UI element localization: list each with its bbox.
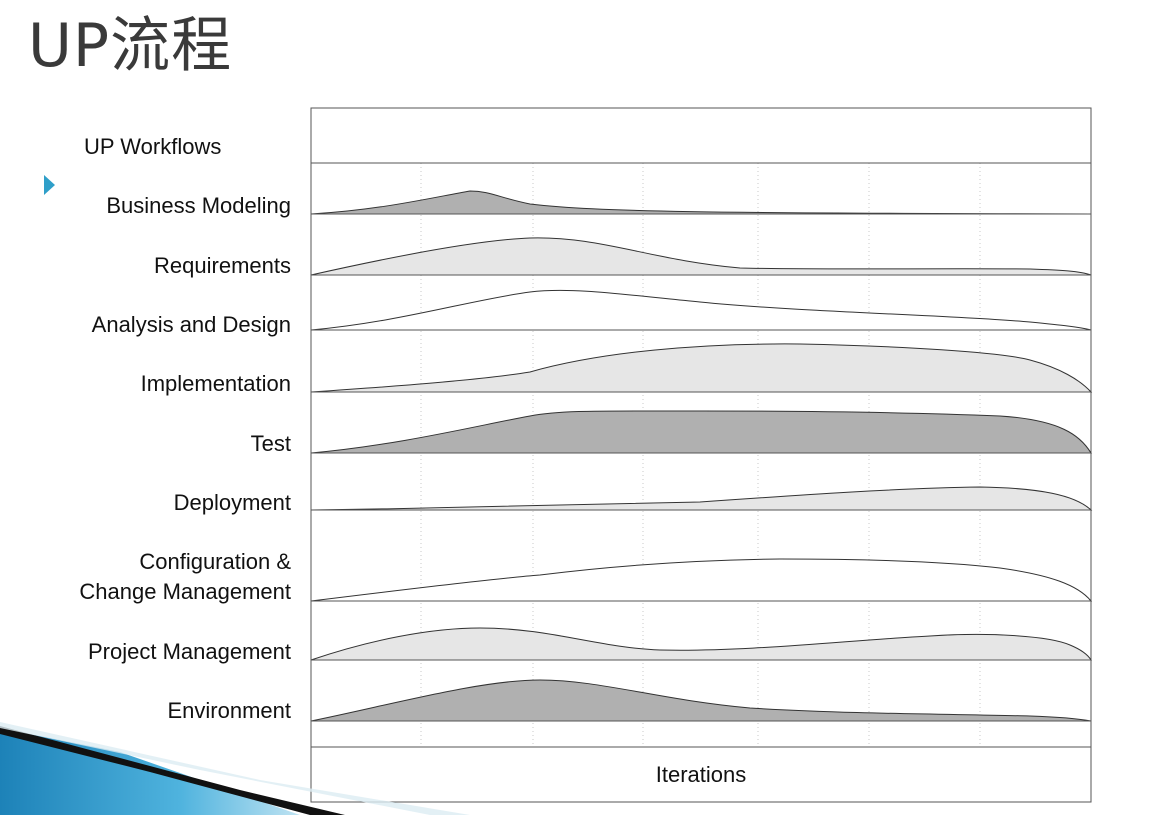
workflow-label-environment: Environment xyxy=(167,698,291,723)
business-modeling-effort-curve xyxy=(310,190,1092,215)
diagram-frame xyxy=(310,107,1092,803)
deployment-effort-curve xyxy=(310,486,1093,511)
environment-effort-curve xyxy=(310,679,1092,722)
iteration-grid xyxy=(420,163,981,747)
workflow-label-implementation: Implementation xyxy=(140,371,291,396)
slide-title: UP流程 xyxy=(28,11,233,81)
workflow-label-analysis-design: Analysis and Design xyxy=(91,312,291,337)
header-label: UP Workflows xyxy=(84,134,222,159)
workflow-label-deployment: Deployment xyxy=(173,490,291,515)
iterations-label: Iterations xyxy=(655,762,747,787)
analysis-design-effort-curve xyxy=(310,289,1092,331)
triangle-right-icon xyxy=(44,175,55,195)
workflow-label-requirements: Requirements xyxy=(154,253,291,278)
row-separators xyxy=(311,162,1091,748)
implementation-effort-curve xyxy=(310,343,1093,393)
workflow-label-configuration-line-1: Configuration & xyxy=(139,549,291,574)
workflow-label-project-management: Project Management xyxy=(88,639,291,664)
workflow-label-business-modeling: Business Modeling xyxy=(106,193,291,218)
configuration-effort-curve xyxy=(310,558,1093,602)
requirements-effort-curve xyxy=(310,237,1092,276)
test-effort-curve xyxy=(310,410,1092,454)
workflow-label-configuration: Configuration & Change Management xyxy=(79,547,291,607)
workflow-label-configuration-line-2: Change Management xyxy=(79,579,291,604)
project-management-effort-curve xyxy=(310,627,1092,661)
workflow-label-test: Test xyxy=(250,431,291,456)
